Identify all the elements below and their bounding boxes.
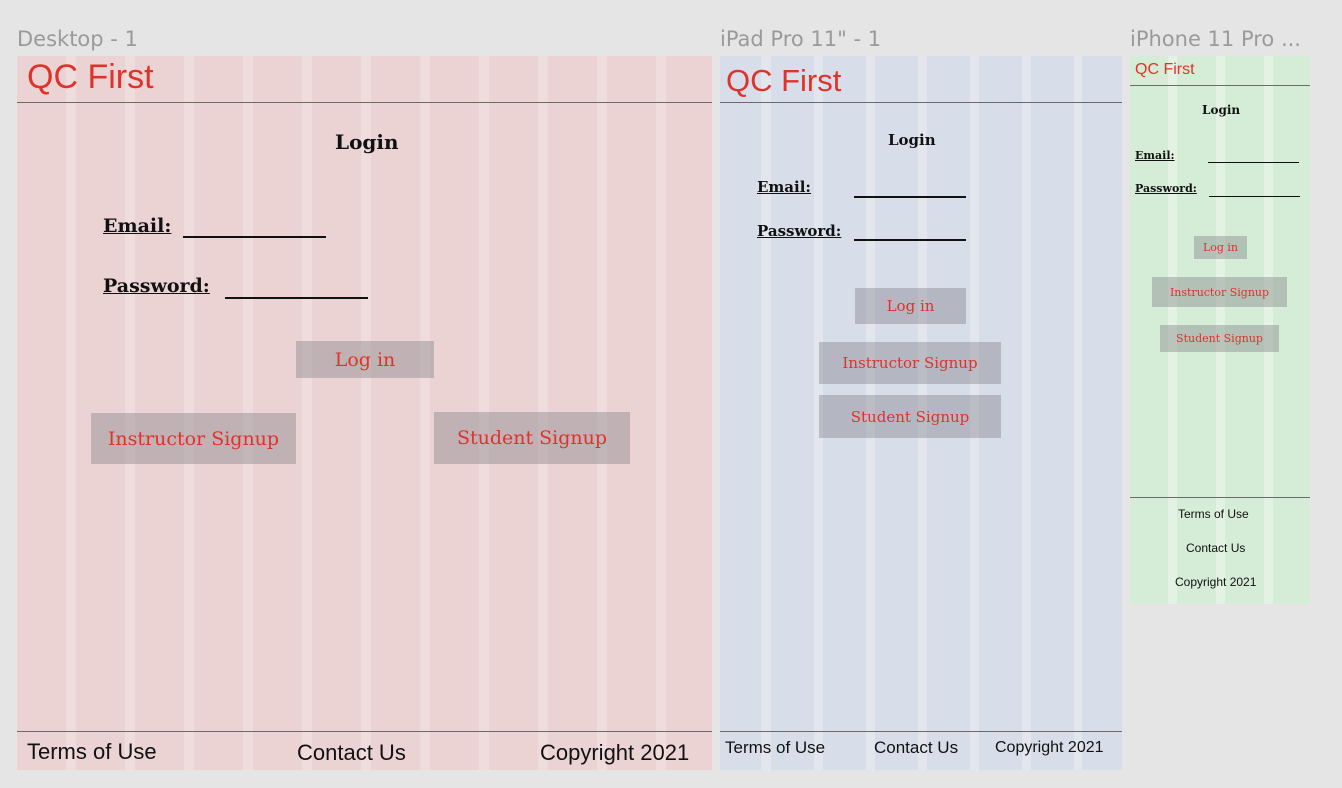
login-button[interactable]: Log in (1194, 236, 1247, 259)
footer-divider (720, 731, 1122, 732)
login-title: Login (888, 131, 936, 149)
password-field[interactable] (1209, 196, 1300, 197)
instructor-signup-button[interactable]: Instructor Signup (1152, 277, 1287, 307)
terms-link[interactable]: Terms of Use (1178, 507, 1249, 521)
student-signup-button[interactable]: Student Signup (434, 412, 630, 464)
student-signup-button[interactable]: Student Signup (819, 395, 1001, 438)
student-signup-button[interactable]: Student Signup (1160, 325, 1279, 352)
layout-grid (17, 56, 712, 770)
copyright-text: Copyright 2021 (1175, 575, 1257, 589)
logo[interactable]: QC First (27, 58, 154, 96)
frame-label-desktop: Desktop - 1 (17, 27, 138, 51)
copyright-text: Copyright 2021 (995, 739, 1104, 756)
iphone-frame: QC First Login Email: Password: Log in I… (1130, 56, 1310, 604)
terms-link[interactable]: Terms of Use (27, 739, 157, 764)
logo[interactable]: QC First (1135, 61, 1195, 78)
frame-label-iphone: iPhone 11 Pro ... (1130, 27, 1301, 51)
contact-link[interactable]: Contact Us (297, 740, 406, 765)
email-field[interactable] (183, 236, 326, 238)
header-divider (1130, 85, 1310, 86)
password-field[interactable] (225, 297, 368, 299)
login-button[interactable]: Log in (855, 288, 966, 324)
terms-link[interactable]: Terms of Use (725, 738, 826, 757)
contact-link[interactable]: Contact Us (874, 738, 959, 757)
frame-label-ipad: iPad Pro 11" - 1 (720, 27, 882, 51)
logo[interactable]: QC First (726, 63, 842, 98)
password-label: Password: (757, 222, 842, 240)
footer-divider (17, 731, 712, 732)
copyright-text: Copyright 2021 (540, 740, 690, 765)
layout-grid (1130, 56, 1310, 604)
email-label: Email: (1135, 149, 1175, 162)
desktop-frame: QC First Login Email: Password: Log in I… (17, 56, 712, 770)
ipad-frame: QC First Login Email: Password: Log in I… (720, 56, 1122, 770)
login-button[interactable]: Log in (296, 341, 434, 378)
email-field[interactable] (1208, 162, 1299, 163)
header-divider (17, 102, 712, 103)
footer-divider (1130, 497, 1310, 498)
email-field[interactable] (854, 196, 966, 198)
login-title: Login (335, 130, 399, 154)
login-title: Login (1202, 103, 1241, 117)
email-label: Email: (103, 215, 172, 237)
layout-grid (720, 56, 1122, 770)
instructor-signup-button[interactable]: Instructor Signup (91, 413, 296, 464)
password-label: Password: (1135, 182, 1197, 195)
instructor-signup-button[interactable]: Instructor Signup (819, 342, 1001, 384)
password-label: Password: (103, 275, 210, 297)
email-label: Email: (757, 178, 811, 196)
password-field[interactable] (854, 239, 966, 241)
header-divider (720, 102, 1122, 103)
contact-link[interactable]: Contact Us (1186, 541, 1246, 555)
